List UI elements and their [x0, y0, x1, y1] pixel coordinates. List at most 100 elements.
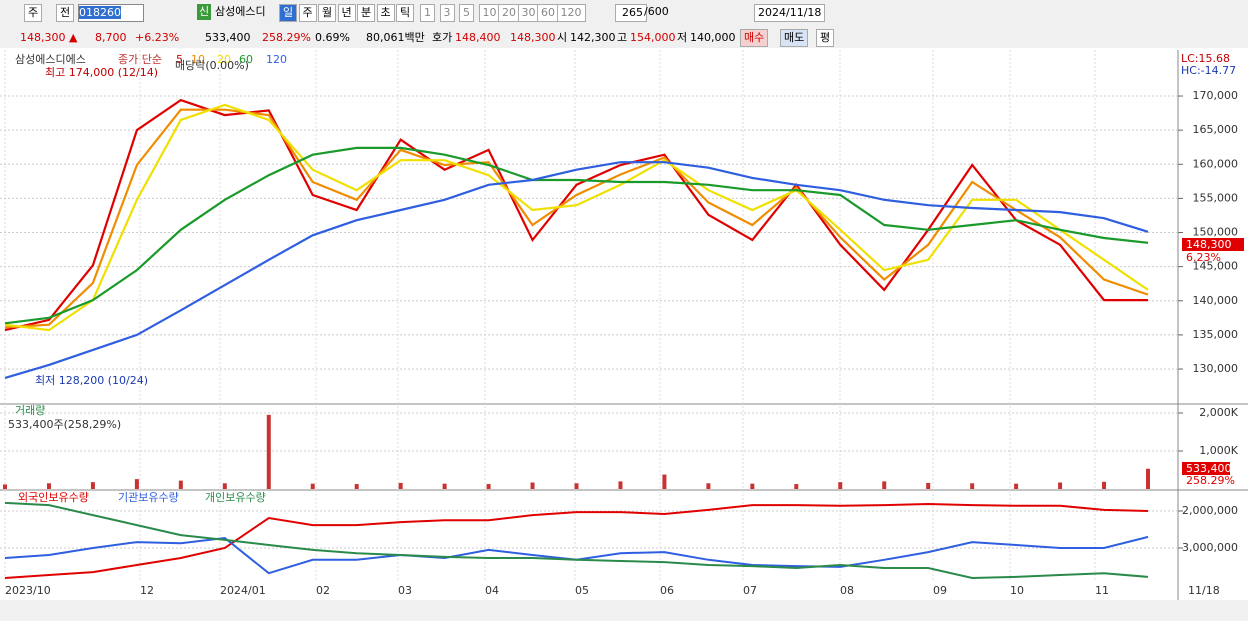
- x-tick-label: 2023/10: [5, 584, 51, 597]
- x-tick-label: 08: [840, 584, 854, 597]
- volume-bar: [46, 483, 51, 489]
- volume-bar: [222, 483, 227, 489]
- legend-entry: 120: [266, 53, 287, 66]
- volume-bar: [574, 483, 579, 489]
- volume: 533,400: [205, 31, 251, 44]
- volume-bar: [266, 414, 271, 489]
- y-tick-label: 155,000: [1193, 191, 1239, 204]
- code-input[interactable]: 018260: [79, 6, 121, 19]
- avg-button[interactable]: 평: [816, 29, 835, 47]
- legend-entry: 외국인보유수량: [18, 491, 89, 504]
- timeframe-button[interactable]: 5: [459, 4, 474, 22]
- sell-button[interactable]: 매도: [780, 29, 809, 47]
- x-tick-label: 05: [575, 584, 589, 597]
- timeframe-button[interactable]: 월: [318, 4, 337, 22]
- last-ratio: 258.29%: [1186, 474, 1235, 487]
- label: 호가: [432, 31, 453, 44]
- volume-bar: [662, 474, 667, 489]
- timeframe-button[interactable]: 분: [357, 4, 376, 22]
- max-count: /600: [644, 5, 669, 18]
- volume-bar: [530, 482, 535, 489]
- date[interactable]: 2024/11/18: [754, 4, 826, 22]
- panel-subtitle: 533,400주(258,29%): [8, 418, 121, 431]
- volume-bar: [750, 483, 755, 489]
- y-tick-label: 165,000: [1193, 123, 1239, 136]
- volume-bar: [970, 483, 975, 489]
- volume-bar: [1146, 468, 1150, 489]
- high: 154,000: [630, 31, 676, 44]
- price: 148,300 ▲: [20, 31, 78, 44]
- volume-bar: [706, 483, 711, 489]
- y-tick-label: 135,000: [1193, 328, 1239, 341]
- volume-bar: [926, 482, 931, 489]
- volume-bar: [838, 482, 843, 489]
- count[interactable]: 265: [615, 4, 647, 22]
- timeframe-button[interactable]: 초: [376, 4, 395, 22]
- x-tick-label: 2024/01: [220, 584, 266, 597]
- volume-bar: [1102, 481, 1107, 489]
- x-tick-label: 07: [743, 584, 757, 597]
- series-line: [4, 502, 1149, 579]
- low: 140,000: [690, 31, 736, 44]
- timeframe-button[interactable]: 주: [298, 4, 317, 22]
- series-line: [4, 501, 1149, 580]
- chart: 2023/10 12 2024/01 02 03 04 05 06 07 08 09 10 11 11/1…: [0, 48, 1248, 621]
- volume-ratio: 258.29%: [262, 31, 311, 44]
- scrollbar[interactable]: [0, 600, 1248, 621]
- legend-entry: 60: [239, 53, 253, 66]
- timeframe-button[interactable]: 틱: [396, 4, 415, 22]
- volume-bar: [134, 479, 139, 489]
- x-tick-label: 02: [316, 584, 330, 597]
- x-tick-label: 03: [398, 584, 412, 597]
- series-line: [4, 108, 1149, 329]
- volume-bar: [354, 484, 359, 489]
- volume-box: [1182, 462, 1230, 475]
- x-tick-label: 09: [933, 584, 947, 597]
- timeframe-button[interactable]: 년: [337, 4, 356, 22]
- volume-bar: [3, 484, 7, 489]
- volume-bar: [90, 482, 95, 489]
- buy-button[interactable]: 매수: [740, 29, 769, 47]
- badge: 신: [197, 4, 212, 20]
- x-tick-label: 04: [485, 584, 499, 597]
- stock-name: 삼성에스디: [215, 5, 266, 18]
- info-bar: 148,300 ▲ 8,700 +6.23% 533,400 258.29% 0…: [0, 28, 1248, 49]
- x-tick-label: 11/18: [1188, 584, 1220, 597]
- annotation: HC:-14.77: [1181, 64, 1236, 77]
- label: 저: [677, 31, 688, 44]
- legend-entry: 10: [191, 53, 205, 66]
- last-volume: 533,400: [1186, 462, 1232, 475]
- x-tick-label: 06: [660, 584, 674, 597]
- y-tick-label: 145,000: [1193, 260, 1239, 273]
- y-tick-label: 1,000K: [1199, 444, 1238, 457]
- volume-bar: [486, 484, 491, 489]
- timeframe-button[interactable]: 3: [439, 4, 455, 22]
- turnover: 0.69%: [315, 31, 350, 44]
- annotation: 최고 174,000 (12/14): [45, 66, 158, 79]
- legend-entry: 기관보유수량: [118, 491, 179, 504]
- timeframe-button[interactable]: 120: [556, 4, 586, 22]
- y-tick-label: 170,000: [1193, 89, 1239, 102]
- prev[interactable]: 전: [56, 4, 75, 22]
- change-pct: +6.23%: [135, 31, 180, 44]
- volume-bar: [442, 483, 447, 489]
- timeframe-button[interactable]: 1: [420, 4, 435, 22]
- annotation: LC:15.68: [1181, 52, 1230, 65]
- period[interactable]: 주: [24, 4, 43, 22]
- series-line: [4, 161, 1149, 379]
- volume-bar: [882, 481, 887, 489]
- x-tick-label: 12: [140, 584, 154, 597]
- x-tick-label: 10: [1010, 584, 1024, 597]
- y-tick-label: -3,000,000: [1178, 541, 1238, 554]
- y-tick-label: 140,000: [1193, 294, 1239, 307]
- label: 고: [617, 31, 628, 44]
- last-price: 148,300: [1186, 238, 1232, 251]
- timeframe-button[interactable]: 일: [279, 4, 298, 22]
- timeframe-button[interactable]: 10: [478, 4, 501, 22]
- series-line: [4, 98, 1148, 332]
- volume-bar: [178, 480, 183, 489]
- y-tick-label: 160,000: [1193, 157, 1239, 170]
- legend-title: 종가 단순: [118, 53, 162, 66]
- annotation: 매당락(0.00%): [175, 59, 249, 72]
